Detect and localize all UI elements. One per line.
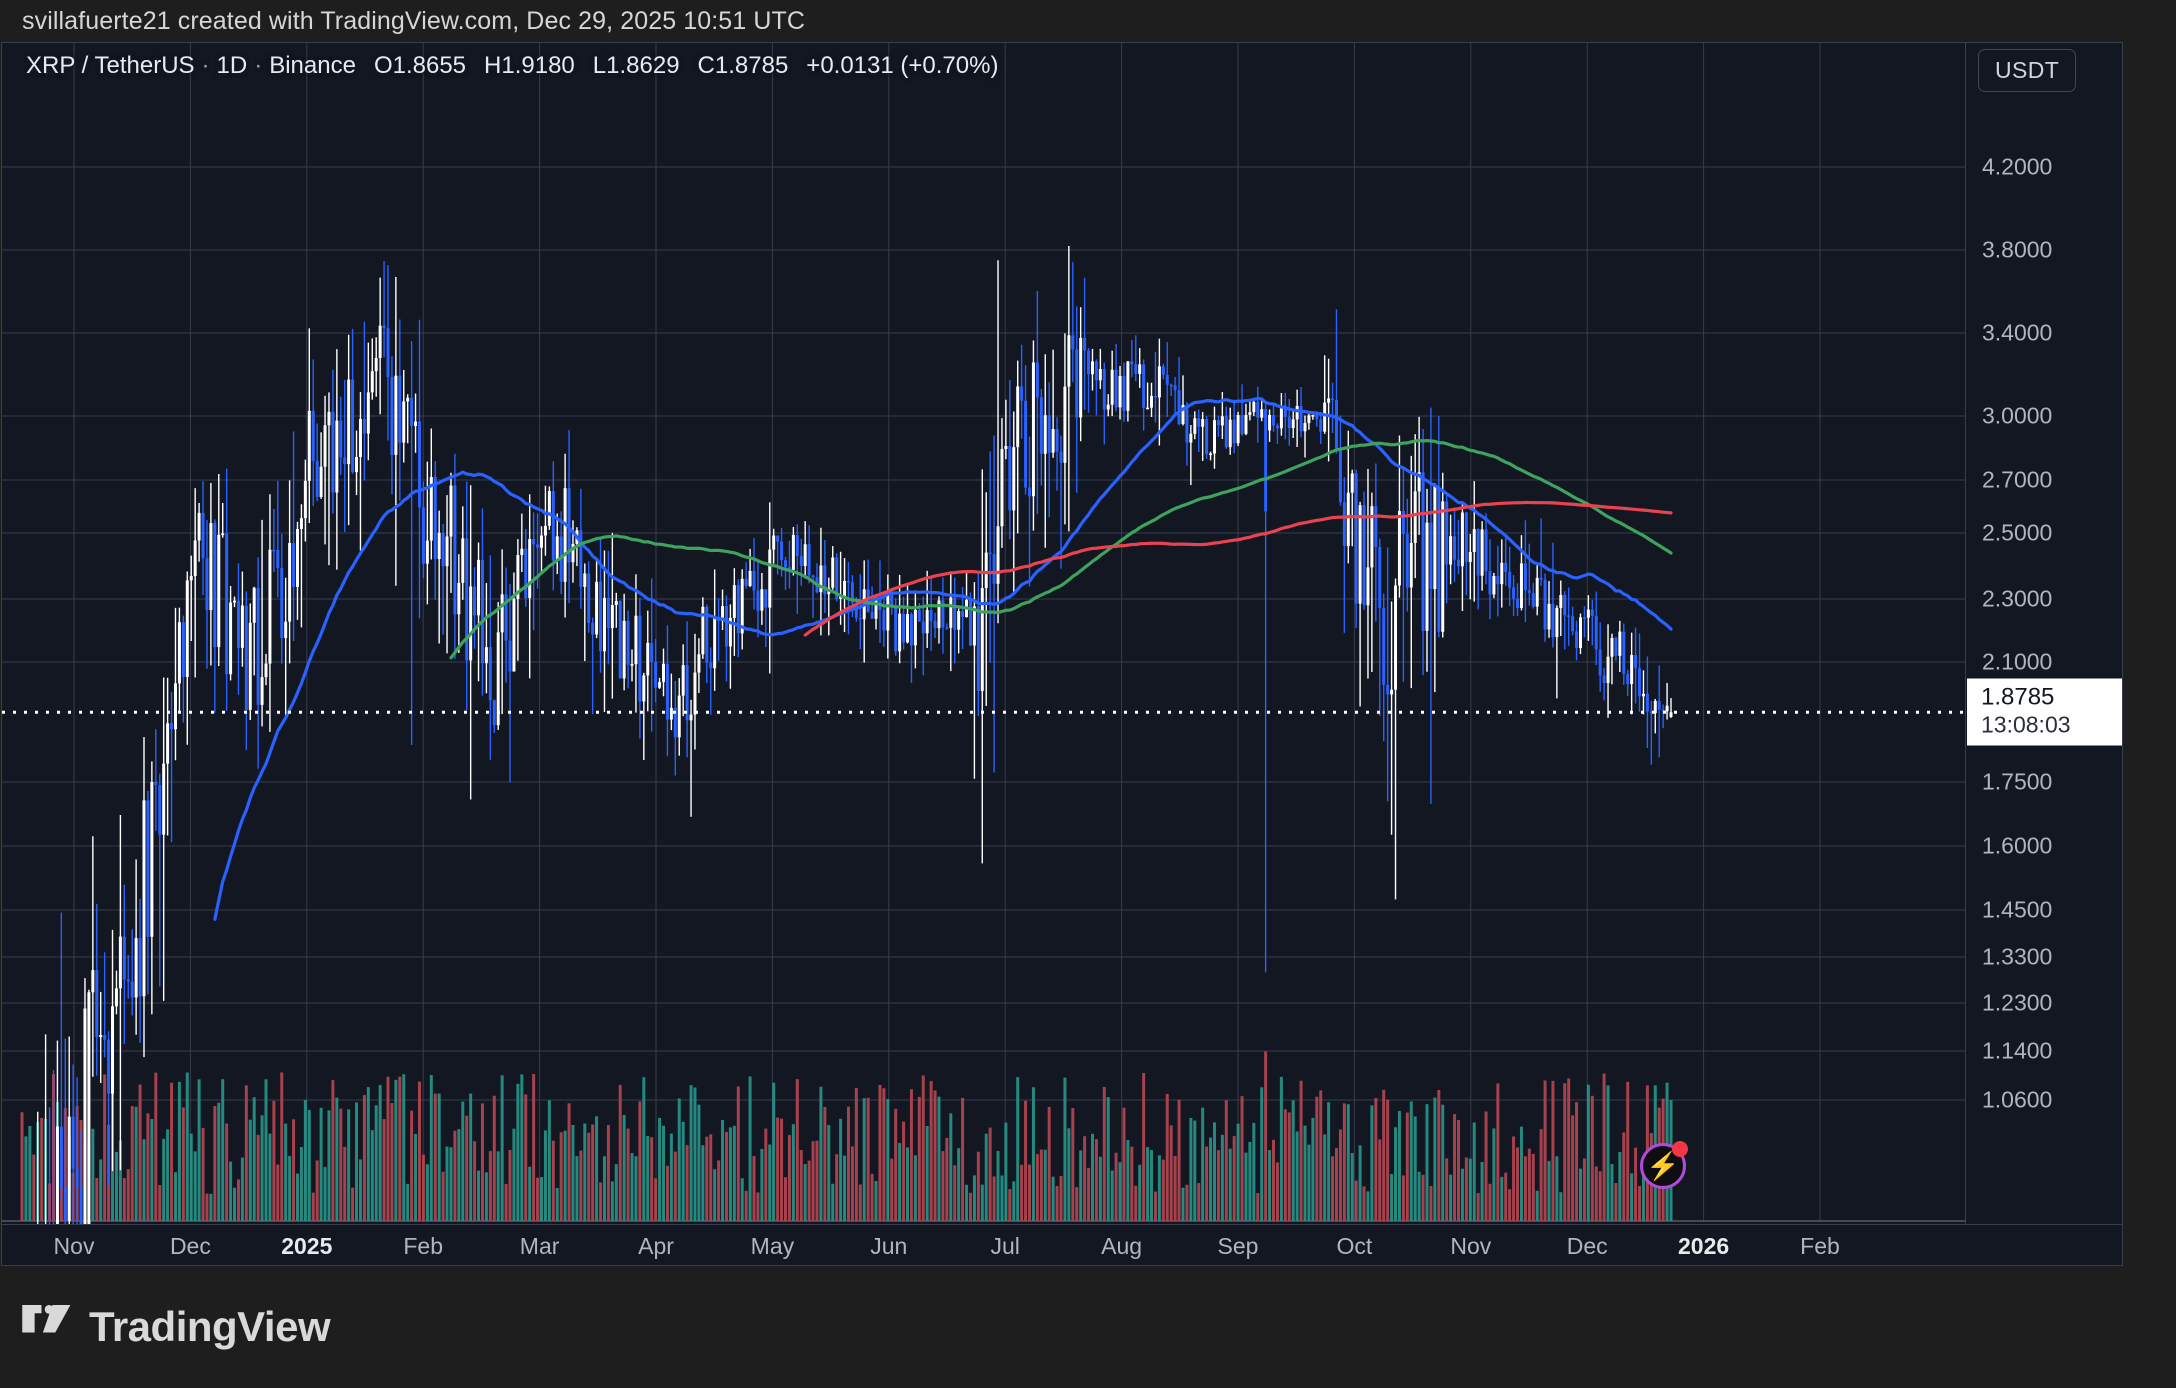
currency-badge[interactable]: USDT (1978, 49, 2077, 92)
time-tick: Jun (870, 1233, 908, 1259)
bar-countdown-value: 13:08:03 (1981, 711, 2071, 738)
time-tick: Nov (53, 1233, 95, 1259)
price-tick: 3.0000 (1982, 402, 2053, 429)
legend-high: H1.9180 (484, 52, 575, 79)
legend-interval[interactable]: 1D (216, 52, 248, 79)
price-tick: 1.3300 (1982, 943, 2053, 970)
price-tick: 2.5000 (1982, 519, 2053, 546)
price-tick: 1.1400 (1982, 1037, 2053, 1064)
attribution-text: svillafuerte21 created with TradingView.… (0, 0, 2176, 42)
footer: TradingView (0, 1266, 2176, 1388)
legend-close: C1.8785 (697, 52, 789, 79)
chart-series-layer (2, 246, 1965, 1224)
lightning-badge[interactable]: ⚡ (1640, 1141, 1688, 1189)
price-tick: 4.2000 (1982, 153, 2053, 180)
price-tick: 1.7500 (1982, 768, 2053, 795)
price-tick: 2.3000 (1982, 585, 2053, 612)
lightning-bolt-icon: ⚡ (1646, 1150, 1680, 1181)
time-tick: May (750, 1233, 795, 1259)
tradingview-mark-icon (22, 1305, 71, 1333)
price-tick: 3.8000 (1982, 236, 2053, 263)
current-price-value: 1.8785 (1981, 683, 2055, 711)
notification-dot-icon (1672, 1141, 1688, 1157)
tradingview-wordmark: TradingView (89, 1303, 331, 1350)
current-price-label[interactable]: 1.8785 13:08:03 (1967, 678, 2122, 746)
price-scale[interactable]: USDT 1.8785 13:08:03 4.2000 3.8000 3.4000 3… (1965, 43, 2122, 1224)
chart-legend[interactable]: XRP / TetherUS · 1D · Binance O1.8655 H1… (26, 51, 998, 81)
price-tick: 3.4000 (1982, 319, 2053, 346)
time-tick: Dec (1566, 1233, 1608, 1259)
price-tick: 1.2300 (1982, 989, 2053, 1016)
price-tick: 1.4500 (1982, 896, 2053, 923)
time-tick: Dec (169, 1233, 211, 1259)
price-tick: 1.6000 (1982, 832, 2053, 859)
time-tick: Aug (1101, 1233, 1143, 1259)
chart-plot-area[interactable] (2, 43, 1965, 1224)
time-tick: Feb (1800, 1233, 1840, 1259)
legend-symbol[interactable]: XRP / TetherUS (26, 52, 195, 79)
time-tick: 2026 (1678, 1233, 1730, 1259)
time-tick: Jul (990, 1233, 1020, 1259)
legend-low: L1.8629 (592, 52, 680, 79)
price-tick: 2.1000 (1982, 648, 2053, 675)
time-tick: 2025 (281, 1233, 333, 1259)
chart-frame[interactable]: XRP / TetherUS · 1D · Binance O1.8655 H1… (1, 42, 2123, 1266)
time-tick: Sep (1217, 1233, 1259, 1259)
legend-separator-1: · (201, 52, 210, 79)
time-tick: Apr (638, 1233, 674, 1259)
legend-separator-2: · (254, 52, 263, 79)
tradingview-logo[interactable]: TradingView (22, 1303, 331, 1351)
time-tick: Mar (519, 1233, 560, 1259)
time-tick: Feb (403, 1233, 444, 1259)
price-tick: 1.0600 (1982, 1086, 2053, 1113)
time-tick: Oct (1336, 1233, 1373, 1259)
legend-change: +0.0131 (+0.70%) (806, 52, 999, 79)
legend-exchange[interactable]: Binance (269, 52, 356, 79)
time-tick: Nov (1450, 1233, 1492, 1259)
legend-open: O1.8655 (373, 52, 467, 79)
time-scale[interactable]: Nov Dec 2025 Feb Mar Apr May Jun Jul Aug Sep Oct Nov… (2, 1224, 2122, 1265)
price-tick: 2.7000 (1982, 466, 2053, 493)
